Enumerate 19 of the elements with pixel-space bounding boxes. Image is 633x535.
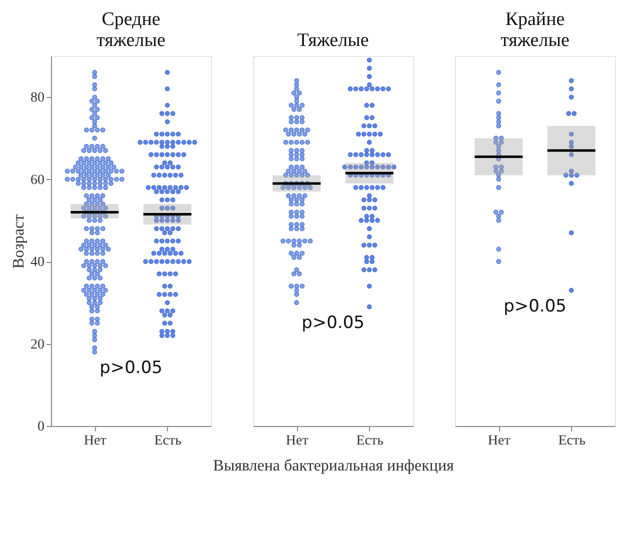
- x-tick-label: Есть: [356, 434, 384, 448]
- x-tick-label: Нет: [488, 434, 510, 448]
- chart-title: Тяжелые: [297, 30, 369, 51]
- x-tick-label: Нет: [286, 434, 308, 448]
- x-tick-label: Есть: [154, 434, 182, 448]
- y-tick-label: 20: [30, 337, 44, 352]
- chart-title: Средне тяжелые: [96, 9, 166, 51]
- chart-title: Крайне тяжелые: [500, 9, 570, 51]
- y-tick-label: 60: [30, 172, 44, 188]
- annotation: p>0.05: [504, 296, 566, 316]
- x-axis-title: Выявлена бактериальная инфекция: [213, 458, 455, 474]
- y-tick-label: 0: [38, 420, 44, 434]
- annotation: p>0.05: [302, 312, 364, 333]
- y-axis-title: Возраст: [10, 214, 28, 269]
- x-tick-label: Есть: [558, 434, 586, 448]
- y-tick-label: 40: [30, 255, 44, 270]
- annotation: p>0.05: [100, 358, 162, 378]
- x-tick-label: Нет: [84, 434, 106, 448]
- y-tick-label: 80: [30, 90, 44, 106]
